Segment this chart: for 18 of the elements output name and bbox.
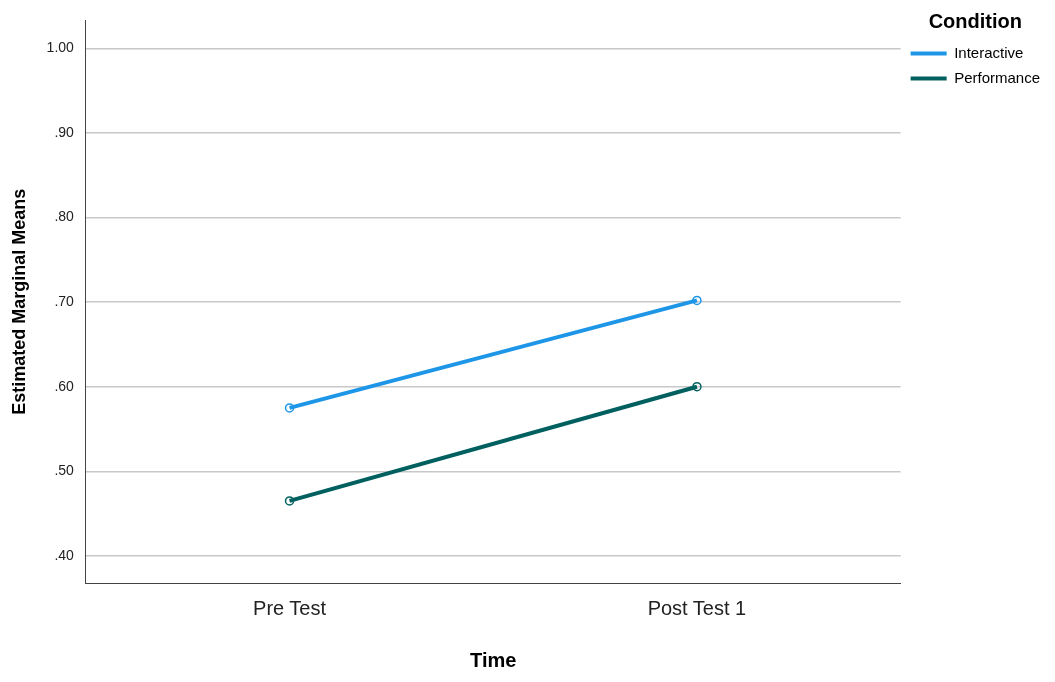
- x-tick-label: Pre Test: [253, 596, 327, 619]
- y-tick-label: .90: [54, 123, 75, 140]
- legend-label: Performance: [954, 68, 1041, 86]
- y-tick-label: .40: [54, 546, 75, 563]
- point: [284, 403, 295, 413]
- point: [692, 381, 702, 392]
- y-tick-label: .70: [54, 292, 75, 309]
- x-axis-title: Time: [470, 648, 517, 671]
- y-tick-label: 1.00: [46, 39, 75, 56]
- legend-title: Condition: [928, 9, 1022, 32]
- y-tick-label: .80: [54, 208, 75, 225]
- y-axis-title: Estimated Marginal Means: [8, 188, 29, 415]
- y-tick-label: .50: [54, 462, 75, 479]
- point: [284, 496, 295, 506]
- y-tick-label: .60: [54, 377, 75, 394]
- x-tick-label: Post Test 1: [647, 596, 747, 619]
- point: [692, 295, 702, 306]
- legend-label: Interactive: [954, 43, 1024, 61]
